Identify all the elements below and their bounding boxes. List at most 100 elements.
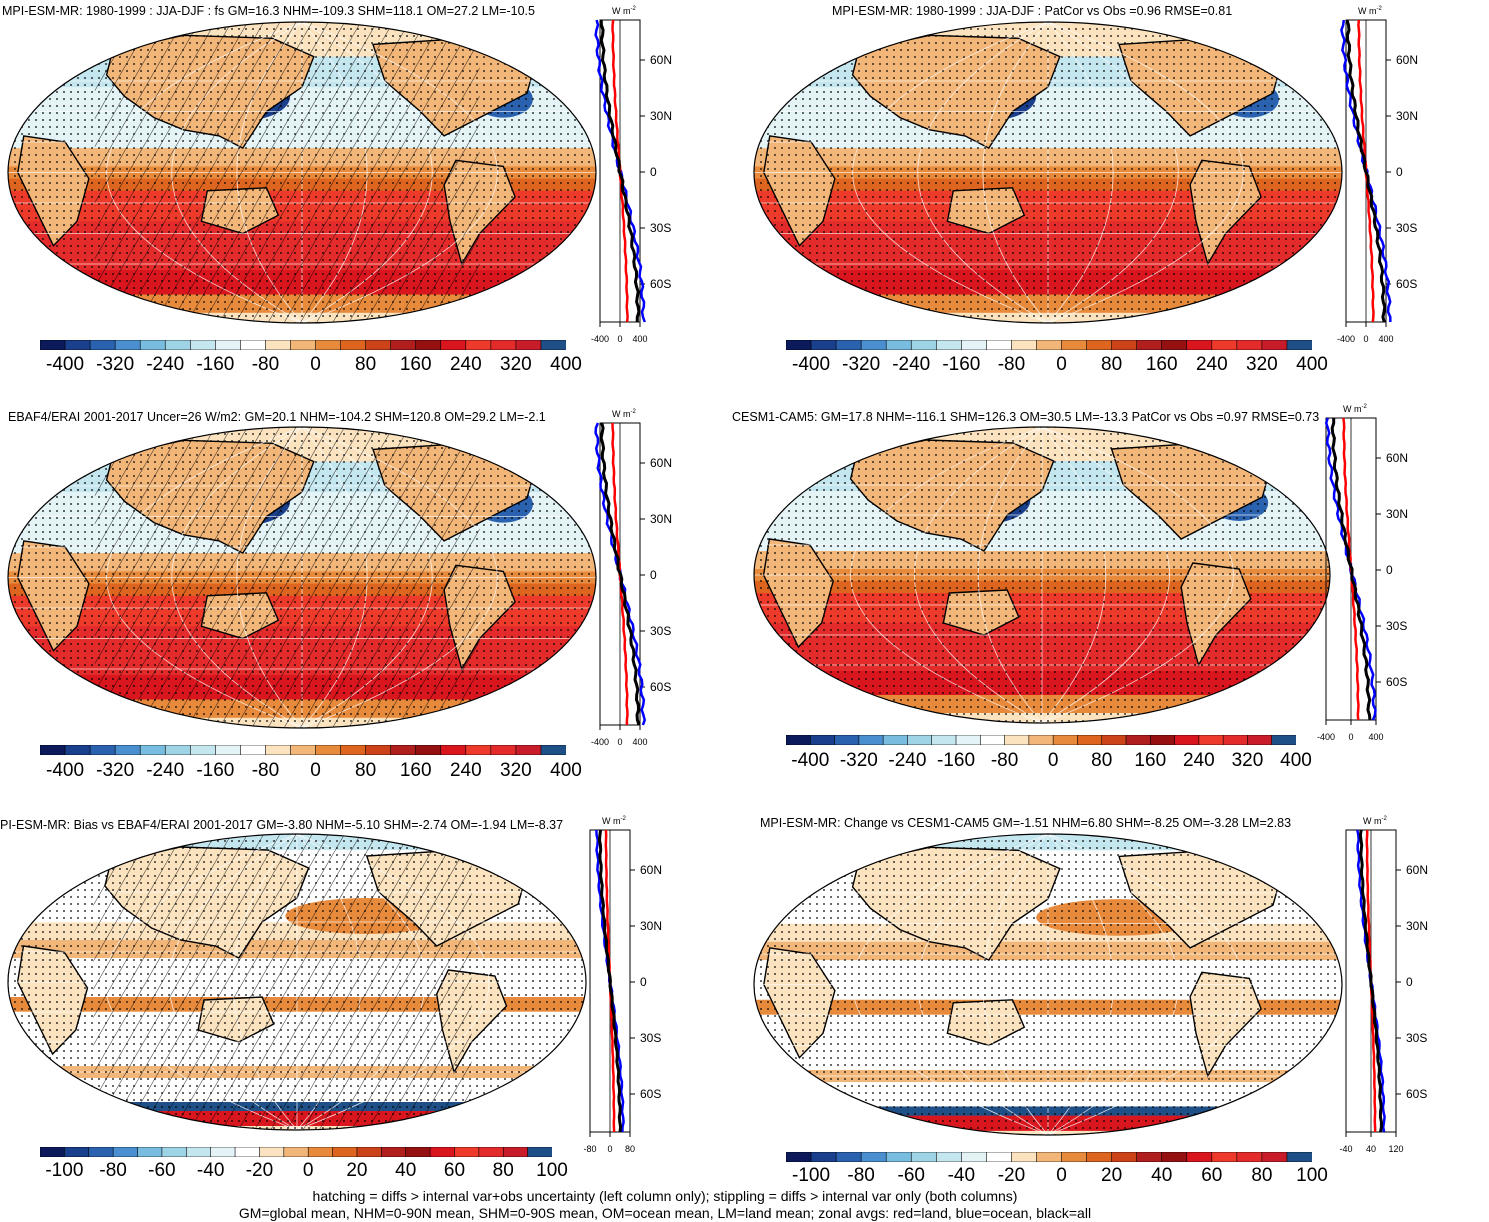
colorbar-swatch (332, 1147, 358, 1157)
colorbar-swatch (265, 745, 292, 755)
colorbar-swatch (1211, 340, 1238, 350)
colorbar-tick-label: -40 (196, 1160, 225, 1181)
lat-tick-label: 0 (1406, 975, 1413, 989)
colorbar (786, 735, 1296, 745)
colorbar-swatch (1186, 1152, 1213, 1162)
colorbar-swatch (1011, 340, 1038, 350)
colorbar-swatch (1222, 735, 1249, 745)
map-border (753, 833, 1343, 1136)
lat-tick-label: 0 (650, 165, 657, 179)
colorbar-swatch (1086, 1152, 1113, 1162)
stippling (754, 427, 1330, 723)
colorbar-swatch (381, 1147, 407, 1157)
colorbar-swatch (240, 745, 267, 755)
colorbar-swatch (1247, 735, 1273, 745)
colorbar-tick-label: -160 (936, 750, 976, 771)
colorbar-swatch (164, 340, 192, 350)
colorbar-swatch (365, 340, 392, 350)
colorbar-tick-label: 160 (1134, 750, 1167, 771)
colorbar-tick-label: -80 (997, 354, 1026, 375)
colorbar-tick-label: -20 (997, 1165, 1026, 1186)
colorbar-swatch (860, 340, 887, 350)
lat-tick-label: 30N (650, 109, 672, 123)
world-map (753, 833, 1343, 1136)
colorbar-tick-label: 400 (550, 354, 582, 375)
units-label: W m-2 (1343, 404, 1367, 414)
colorbar-tick-label: -20 (245, 1160, 274, 1181)
colorbar-tick-label: 240 (1195, 354, 1228, 375)
zonal-mean-plot: W m-2 60N 30N 0 30S 60S -400 0 400 (591, 409, 672, 747)
zonal-all-series (599, 19, 641, 323)
colorbar-swatch (1052, 735, 1079, 745)
colorbar-swatch (1186, 340, 1213, 350)
colorbar-swatch (1161, 1152, 1188, 1162)
colorbar-swatch (240, 340, 267, 350)
colorbar-tick-label: 80 (492, 1160, 514, 1181)
colorbar (786, 1152, 1312, 1162)
colorbar-tick-label: -100 (45, 1160, 84, 1181)
colorbar-swatch (340, 745, 367, 755)
zonal-mean-plot: W m-2 60N 30N 0 30S 60S -400 0 400 (591, 6, 672, 344)
colorbar-swatch (1111, 1152, 1138, 1162)
colorbar-swatch (1011, 1152, 1038, 1162)
zonal-all-series (1358, 829, 1383, 1133)
colorbar-swatch (910, 340, 938, 350)
colorbar-tick-label: 80 (1251, 1165, 1273, 1186)
colorbar-tick-label: 320 (500, 760, 532, 781)
colorbar-tick-label: 0 (310, 354, 321, 375)
units-label: W m-2 (1358, 6, 1382, 16)
colorbar-swatch (161, 1147, 188, 1157)
x-tick-label: 0 (607, 1144, 612, 1154)
lat-tick-label: 60N (650, 456, 672, 470)
units-label: W m-2 (1363, 816, 1387, 826)
colorbar-swatch (885, 340, 913, 350)
colorbar-tick-label: 160 (399, 354, 432, 375)
map-border (753, 426, 1331, 724)
zonal-all-series (1330, 418, 1372, 721)
colorbar-swatch (490, 340, 517, 350)
colorbar-swatch (265, 340, 292, 350)
lat-tick-label: 30N (1396, 109, 1418, 123)
colorbar-swatch (315, 745, 342, 755)
colorbar-tick-label: -320 (96, 760, 135, 781)
units-label: W m-2 (612, 409, 636, 419)
colorbar-tick-label: -80 (99, 1160, 127, 1181)
colorbar-swatch (910, 1152, 938, 1162)
colorbar-tick-label: -240 (146, 760, 185, 781)
lat-tick-label: 0 (1386, 563, 1393, 577)
colorbar-tick-label: -160 (942, 354, 981, 375)
hatching (94, 427, 480, 728)
colorbar-tick-label: 0 (302, 1160, 314, 1181)
colorbar-tick-label: -60 (897, 1165, 925, 1186)
colorbar-tick-label: 0 (310, 760, 321, 781)
zonal-mean-plot: W m-2 60N 30N 0 30S 60S -40 40 120 (1339, 816, 1428, 1154)
colorbar-swatch (185, 1147, 212, 1157)
colorbar-swatch (1261, 340, 1288, 350)
colorbar-swatch (390, 745, 417, 755)
colorbar-tick-label: 20 (1101, 1165, 1123, 1186)
world-map (7, 833, 587, 1131)
colorbar-swatch (1028, 735, 1054, 745)
colorbar-swatch (935, 1152, 963, 1162)
lat-tick-label: 30S (1386, 619, 1407, 633)
colorbar-tick-label: 60 (443, 1160, 466, 1181)
colorbar-tick-label: -40 (947, 1165, 976, 1186)
colorbar-tick-label: -400 (46, 354, 85, 375)
colorbar-swatch (112, 1147, 139, 1157)
colorbar-swatch (1198, 735, 1224, 745)
colorbar-swatch (515, 340, 542, 350)
colorbar-swatch (1149, 735, 1176, 745)
colorbar-swatch (259, 1147, 285, 1157)
colorbar-tick-label: 80 (1101, 354, 1123, 375)
colorbar-tick-label: 400 (1296, 354, 1328, 375)
colorbar-swatch (835, 340, 862, 350)
colorbar-swatch (40, 1147, 66, 1157)
colorbar-swatch (907, 735, 933, 745)
zonal-all-series (1345, 19, 1387, 323)
colorbar-swatch (885, 1152, 913, 1162)
zonal-mean-plot: W m-2 60N 30N 0 30S 60S -400 0 400 (1317, 404, 1408, 742)
colorbar-tick-label: 160 (399, 760, 432, 781)
colorbar-swatch (210, 1147, 236, 1157)
x-tick-label: 0 (1348, 732, 1353, 742)
lat-tick-label: 30N (1406, 919, 1428, 933)
